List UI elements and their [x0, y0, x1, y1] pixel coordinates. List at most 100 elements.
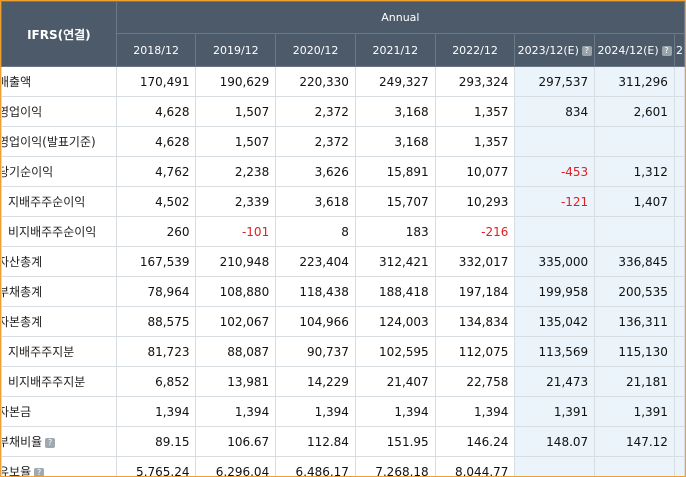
value-cell-cutoff	[673, 306, 685, 337]
value-cell: 1,394	[354, 396, 436, 427]
value-cell: 7,268.18	[354, 456, 436, 476]
table-row: 자본총계 88,575 102,067 104,966 124,003 134,834 13…	[1, 306, 685, 337]
value-cell: 81,723	[115, 336, 197, 367]
value-cell: 834	[514, 96, 596, 127]
year-label: 2022/12	[452, 43, 498, 57]
table-row: 비지배주주순이익 260 -101 8 183 -216	[1, 216, 685, 247]
value-cell: -453	[514, 156, 596, 187]
help-icon[interactable]: ?	[34, 467, 45, 476]
table-row: 부채비율? 89.15 106.67 112.84 151.95 146.24 148.07…	[1, 426, 685, 457]
value-cell: 4,762	[115, 156, 197, 187]
value-cell-cutoff	[673, 216, 685, 247]
value-cell	[514, 216, 596, 247]
table-row: 지배주주순이익 4,502 2,339 3,618 15,707 10,293 -121 1,…	[1, 186, 685, 217]
row-label-text: 영업이익(발표기준)	[1, 135, 96, 149]
row-label[interactable]: 영업이익(발표기준)	[1, 126, 117, 157]
row-label[interactable]: 매출액	[1, 66, 117, 97]
help-icon[interactable]: ?	[45, 437, 56, 448]
year-column-header: 2021/12	[354, 33, 436, 67]
row-label[interactable]: 유보율?	[1, 456, 117, 477]
value-cell: 1,357	[434, 126, 516, 157]
value-cell: 170,491	[115, 66, 197, 97]
value-cell: 1,394	[275, 396, 356, 427]
table-row: 영업이익(발표기준) 4,628 1,507 2,372 3,168 1,357	[1, 126, 685, 157]
value-cell: 112.84	[275, 426, 356, 457]
value-cell: -101	[195, 216, 277, 247]
value-cell: 124,003	[354, 306, 436, 337]
year-column-header: 2019/12	[195, 33, 277, 67]
value-cell: 10,293	[434, 186, 516, 217]
row-label-text: 유보율	[2, 465, 32, 477]
value-cell-cutoff	[673, 426, 685, 457]
help-icon[interactable]: ?	[661, 45, 672, 56]
row-label[interactable]: 자본금	[1, 396, 117, 427]
value-cell: 21,407	[354, 366, 436, 397]
value-cell: 183	[354, 216, 436, 247]
row-label[interactable]: 영업이익	[1, 96, 117, 127]
value-cell: 1,394	[434, 396, 516, 427]
table-row: 비지배주주지분 6,852 13,981 14,229 21,407 22,758 21,4…	[1, 366, 685, 397]
value-cell: 22,758	[434, 366, 516, 397]
table-row: 유보율?5,765.246,296.046,486.177,268.188,04…	[1, 456, 685, 477]
value-cell: 10,077	[434, 156, 516, 187]
table-row: 지배주주지분 81,723 88,087 90,737 102,595 112,075 11…	[1, 336, 685, 367]
value-cell: 1,357	[434, 96, 516, 127]
value-cell: 223,404	[275, 246, 356, 277]
row-label: 비지배주주순이익	[1, 216, 117, 247]
value-cell: 115,130	[594, 336, 675, 367]
year-column-header: 2020/12	[275, 33, 356, 67]
value-cell: 6,852	[115, 366, 197, 397]
row-label-text: 비지배주주지분	[8, 375, 86, 389]
value-cell-cutoff	[673, 396, 685, 427]
value-cell: 220,330	[275, 66, 356, 97]
value-cell-cutoff	[673, 366, 685, 397]
value-cell: 102,595	[354, 336, 436, 367]
value-cell: 104,966	[275, 306, 356, 337]
value-cell: 135,042	[514, 306, 596, 337]
year-label: 2024/12(E)	[597, 43, 659, 57]
value-cell: 4,628	[115, 126, 197, 157]
row-label[interactable]: 부채총계	[1, 276, 117, 307]
value-cell-cutoff	[673, 156, 685, 187]
value-cell: 332,017	[434, 246, 516, 277]
row-label-text: 부채비율	[1, 435, 43, 449]
value-cell: 88,575	[115, 306, 197, 337]
value-cell: 1,312	[594, 156, 675, 187]
value-cell: 312,421	[354, 246, 436, 277]
value-cell: 4,502	[115, 186, 197, 217]
row-label[interactable]: 자산총계	[1, 246, 117, 277]
year-label: 2019/12	[212, 43, 259, 57]
value-cell: 1,407	[594, 186, 675, 217]
value-cell: 3,626	[275, 156, 356, 187]
value-cell: 199,958	[514, 276, 596, 307]
row-label[interactable]: 당기순이익	[1, 156, 117, 187]
value-cell	[594, 126, 675, 157]
value-cell: 5,765.24	[115, 456, 197, 476]
value-cell-cutoff	[673, 246, 685, 277]
value-cell: 15,707	[354, 186, 436, 217]
value-cell-cutoff	[673, 186, 685, 217]
table-row: 영업이익 4,628 1,507 2,372 3,168 1,357 834 2,601	[1, 96, 685, 127]
value-cell: 1,507	[195, 96, 277, 127]
value-cell: 8	[275, 216, 356, 247]
year-label: 2023/12(E)	[517, 43, 579, 57]
row-label: 비지배주주지분	[1, 366, 117, 397]
value-cell	[594, 216, 675, 247]
value-cell: 1,394	[115, 396, 197, 427]
year-label: 2021/12	[372, 43, 419, 57]
year-column-header: 2023/12(E)?	[514, 33, 596, 67]
row-label-text: 지배주주지분	[8, 345, 75, 359]
value-cell: 136,311	[594, 306, 675, 337]
row-label[interactable]: 자본총계	[1, 306, 117, 337]
value-cell: 2,238	[195, 156, 277, 187]
value-cell: -216	[434, 216, 516, 247]
value-cell: 113,569	[514, 336, 596, 367]
row-label[interactable]: 부채비율?	[1, 426, 117, 457]
year-label: 2018/12	[133, 43, 179, 57]
value-cell: 134,834	[434, 306, 516, 337]
help-icon[interactable]: ?	[581, 45, 592, 56]
row-label-text: 자본금	[2, 405, 32, 419]
row-label-text: 비지배주주순이익	[8, 225, 97, 239]
financial-rows: 매출액 170,491190,629220,330249,327293,32429…	[1, 66, 685, 477]
